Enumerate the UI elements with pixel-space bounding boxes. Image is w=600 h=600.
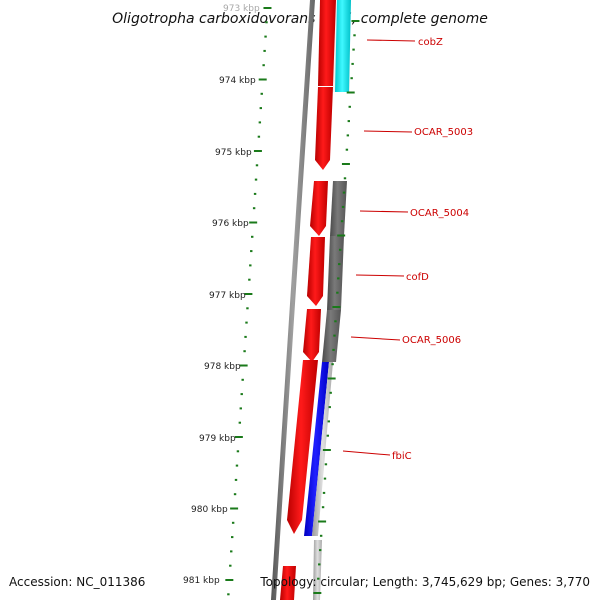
gene-arrow[interactable]: [307, 237, 325, 306]
gene-arrow-cobz[interactable]: [335, 0, 351, 92]
gene-arrow[interactable]: [318, 0, 336, 86]
gene-label[interactable]: OCAR_5003: [414, 127, 473, 138]
kbp-label: 974 kbp: [219, 76, 256, 86]
topology-text: Topology: circular; Length: 3,745,629 bp…: [259, 575, 590, 589]
gene-label[interactable]: fbiC: [392, 451, 412, 462]
kbp-label: 978 kbp: [204, 362, 241, 372]
kbp-label: 973 kbp: [223, 4, 260, 14]
inner-ring-segment: [313, 540, 322, 600]
right-tick-track: [313, 20, 360, 594]
gene-arrow[interactable]: [287, 360, 318, 534]
kbp-label: 976 kbp: [212, 219, 249, 229]
genome-title: Oligotropha carboxidovorans OM5, complet…: [112, 11, 488, 27]
genome-backbone: [271, 0, 315, 600]
gene-arrow[interactable]: [280, 566, 296, 600]
footer-left-bg: [0, 572, 146, 592]
gene-arrow[interactable]: [310, 181, 328, 236]
gene-arrow[interactable]: [303, 309, 321, 362]
accession-text: Accession: NC_011386: [9, 575, 145, 589]
kbp-label: 977 kbp: [209, 291, 246, 301]
reverse-strand-genes: [304, 181, 347, 536]
gene-labels: cobZ OCAR_5003 OCAR_5004 cofD OCAR_5006 …: [392, 37, 473, 462]
gene-arrow-ocar5004[interactable]: [330, 181, 347, 236]
left-tick-track: [225, 7, 272, 596]
gene-arrow-shadow: [312, 362, 333, 536]
kbp-label: 979 kbp: [199, 434, 236, 444]
gene-arrow-ocar5006[interactable]: [322, 310, 341, 362]
gene-arrow-ocar5003[interactable]: [315, 87, 333, 170]
kbp-label: 981 kbp: [183, 576, 220, 586]
gene-pointer-lines: [342, 39, 416, 456]
forward-strand-genes: [280, 0, 336, 600]
gene-label[interactable]: OCAR_5004: [410, 208, 469, 219]
gene-arrow-fbic[interactable]: [304, 362, 329, 536]
gene-label[interactable]: cobZ: [418, 37, 443, 48]
gene-arrow-cofd[interactable]: [327, 236, 344, 310]
gene-label[interactable]: OCAR_5006: [402, 335, 461, 346]
gene-label[interactable]: cofD: [406, 272, 429, 283]
kbp-label: 980 kbp: [191, 505, 228, 515]
kbp-label: 975 kbp: [215, 148, 252, 158]
kbp-scale-labels: 973 kbp 974 kbp 975 kbp 976 kbp 977 kbp …: [183, 4, 260, 586]
